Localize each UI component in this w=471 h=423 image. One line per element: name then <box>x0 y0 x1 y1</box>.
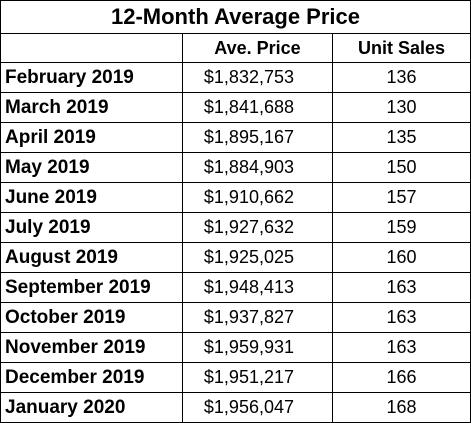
ave-price-cell: $1,910,662 <box>182 182 333 213</box>
ave-price-cell: $1,959,931 <box>182 332 333 363</box>
unit-sales-header: Unit Sales <box>331 33 471 63</box>
ave-price-header: Ave. Price <box>182 33 333 63</box>
table-row: February 2019 $1,832,753 136 <box>0 62 471 93</box>
month-cell: January 2020 <box>0 392 183 423</box>
table-row: January 2020 $1,956,047 168 <box>0 392 471 423</box>
unit-sales-cell: 157 <box>331 182 471 213</box>
table-row: December 2019 $1,951,217 166 <box>0 362 471 393</box>
unit-sales-cell: 136 <box>331 62 471 93</box>
month-cell: October 2019 <box>0 302 183 333</box>
table-row: November 2019 $1,959,931 163 <box>0 332 471 363</box>
table-title: 12-Month Average Price <box>0 0 471 34</box>
title-row: 12-Month Average Price <box>0 0 471 34</box>
unit-sales-cell: 159 <box>331 212 471 243</box>
month-cell: March 2019 <box>0 92 183 123</box>
month-cell: May 2019 <box>0 152 183 183</box>
month-cell: July 2019 <box>0 212 183 243</box>
unit-sales-cell: 163 <box>331 332 471 363</box>
ave-price-cell: $1,832,753 <box>182 62 333 93</box>
unit-sales-cell: 166 <box>331 362 471 393</box>
unit-sales-cell: 150 <box>331 152 471 183</box>
month-cell: February 2019 <box>0 62 183 93</box>
table-row: August 2019 $1,925,025 160 <box>0 242 471 273</box>
unit-sales-cell: 160 <box>331 242 471 273</box>
table-row: June 2019 $1,910,662 157 <box>0 182 471 213</box>
table-row: October 2019 $1,937,827 163 <box>0 302 471 333</box>
table-row: September 2019 $1,948,413 163 <box>0 272 471 303</box>
month-cell: April 2019 <box>0 122 183 153</box>
ave-price-cell: $1,884,903 <box>182 152 333 183</box>
ave-price-cell: $1,925,025 <box>182 242 333 273</box>
unit-sales-cell: 135 <box>331 122 471 153</box>
ave-price-cell: $1,937,827 <box>182 302 333 333</box>
unit-sales-cell: 163 <box>331 272 471 303</box>
ave-price-cell: $1,948,413 <box>182 272 333 303</box>
ave-price-cell: $1,841,688 <box>182 92 333 123</box>
table-row: July 2019 $1,927,632 159 <box>0 212 471 243</box>
month-cell: September 2019 <box>0 272 183 303</box>
unit-sales-cell: 163 <box>331 302 471 333</box>
header-row: Ave. Price Unit Sales <box>0 33 471 63</box>
month-cell: June 2019 <box>0 182 183 213</box>
unit-sales-cell: 130 <box>331 92 471 123</box>
ave-price-cell: $1,956,047 <box>182 392 333 423</box>
month-cell: November 2019 <box>0 332 183 363</box>
month-cell: December 2019 <box>0 362 183 393</box>
month-cell: August 2019 <box>0 242 183 273</box>
ave-price-cell: $1,895,167 <box>182 122 333 153</box>
ave-price-cell: $1,951,217 <box>182 362 333 393</box>
ave-price-cell: $1,927,632 <box>182 212 333 243</box>
unit-sales-cell: 168 <box>331 392 471 423</box>
month-header <box>0 33 183 63</box>
table-row: April 2019 $1,895,167 135 <box>0 122 471 153</box>
table-row: May 2019 $1,884,903 150 <box>0 152 471 183</box>
table-row: March 2019 $1,841,688 130 <box>0 92 471 123</box>
